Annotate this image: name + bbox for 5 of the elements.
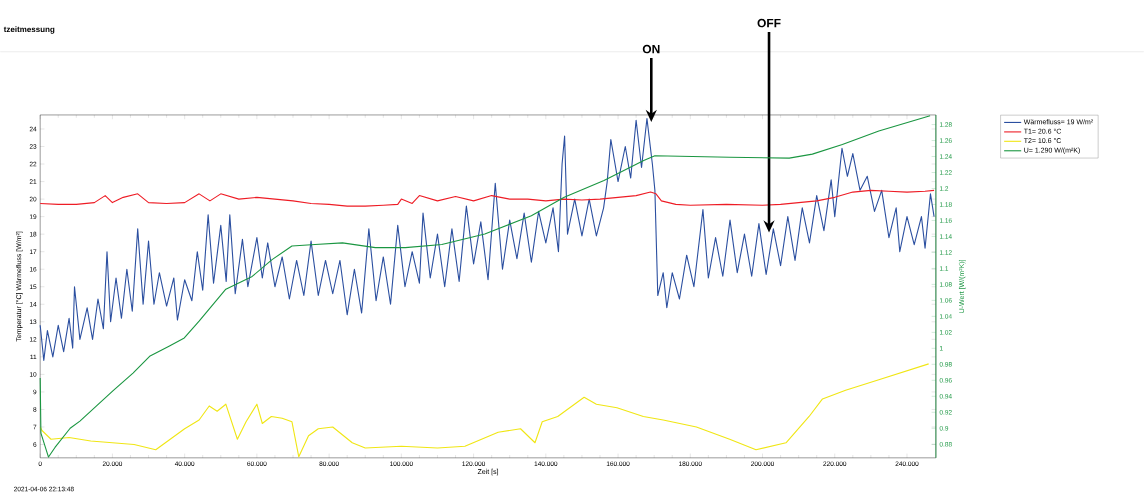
line-series: [39, 363, 930, 458]
chart-title: tzeitmessung: [3, 26, 55, 34]
annotation: OFF: [757, 18, 781, 28]
line-series: [39, 115, 931, 458]
annotation: ON: [642, 44, 660, 54]
